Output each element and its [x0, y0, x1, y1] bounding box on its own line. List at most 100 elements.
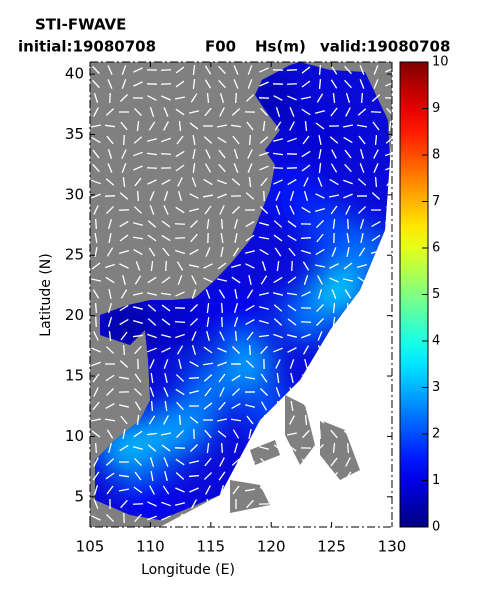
wind-barb — [286, 69, 298, 71]
wind-barb — [344, 149, 352, 159]
wind-barb — [315, 193, 325, 199]
wind-barb — [206, 218, 210, 230]
wind-barb — [258, 306, 270, 310]
wind-barb — [192, 162, 196, 174]
wind-barb — [248, 134, 252, 146]
wind-barb — [287, 220, 297, 228]
wind-barb — [385, 137, 392, 144]
wind-barb — [372, 499, 380, 509]
wind-barb — [189, 318, 199, 326]
wind-barb — [276, 260, 280, 272]
wind-barb — [359, 149, 365, 159]
wind-barb — [259, 136, 269, 144]
wind-barb — [147, 515, 157, 521]
wind-barb — [133, 430, 143, 438]
wind-barb — [276, 470, 280, 482]
wind-barb — [94, 246, 98, 258]
wind-barb — [174, 96, 186, 100]
wind-barb — [106, 206, 114, 214]
wind-barb — [188, 460, 200, 464]
wind-barb — [316, 93, 324, 103]
wind-barb — [384, 97, 392, 99]
wind-barb — [287, 234, 297, 242]
wind-barb — [272, 138, 284, 142]
wind-barb — [175, 80, 185, 88]
wind-barb — [188, 264, 200, 268]
wind-barb — [318, 148, 322, 160]
wind-barb — [192, 78, 196, 90]
wind-barb — [356, 418, 368, 422]
wind-barb — [301, 458, 311, 466]
wind-barb — [146, 292, 158, 296]
wind-barb — [176, 513, 184, 523]
wind-barb — [386, 205, 392, 213]
wind-barb — [261, 261, 267, 271]
wind-barb — [371, 319, 381, 325]
subtitle-initial: initial:19080708 — [18, 38, 156, 56]
wind-barb — [161, 137, 171, 143]
wind-barb — [371, 404, 381, 408]
wind-barb — [205, 289, 211, 299]
wind-barb — [388, 414, 392, 426]
wind-barb — [346, 232, 350, 244]
wind-barb — [371, 444, 381, 452]
wind-barb — [373, 65, 379, 75]
wind-barb — [123, 134, 125, 146]
wind-barb — [150, 400, 154, 412]
wind-barb — [286, 83, 298, 85]
wind-barb — [273, 333, 283, 339]
wind-barb — [107, 65, 113, 75]
wind-barb — [289, 191, 295, 201]
wind-barb — [342, 418, 354, 422]
wind-barb — [359, 79, 365, 89]
wind-barb — [132, 292, 144, 296]
wind-barb — [372, 415, 380, 425]
wind-barb — [119, 192, 129, 200]
wind-barb — [108, 443, 112, 453]
wind-barb — [148, 415, 156, 425]
wind-barb — [385, 431, 392, 438]
wind-barb — [203, 178, 213, 186]
wind-barb — [301, 333, 311, 339]
wind-barb — [161, 178, 171, 186]
wind-barb — [301, 80, 311, 88]
wind-barb — [232, 513, 240, 523]
wind-barb — [344, 471, 352, 481]
wind-barb — [121, 163, 127, 173]
wind-barb — [272, 292, 284, 296]
wind-barb — [119, 304, 129, 312]
wind-barb — [118, 474, 130, 478]
wind-barb — [146, 152, 158, 156]
wind-barb — [287, 347, 297, 353]
wind-barb — [245, 304, 255, 312]
wind-barb — [189, 416, 199, 424]
wind-barb — [329, 472, 339, 480]
wind-barb — [136, 120, 140, 132]
wind-barb — [160, 432, 172, 436]
wind-barb — [385, 68, 392, 73]
wind-barb — [371, 234, 381, 242]
wind-barb — [161, 515, 171, 521]
wind-barb — [317, 177, 323, 187]
wave-height-cell — [148, 301, 201, 354]
wind-barb — [332, 498, 336, 510]
wind-barb — [302, 261, 310, 271]
wind-barb — [204, 65, 212, 75]
wind-barb — [164, 470, 168, 482]
wind-barb — [91, 515, 101, 521]
wind-barb — [217, 361, 227, 367]
wind-barb — [105, 472, 115, 480]
wind-barb — [302, 345, 310, 355]
wind-barb — [92, 149, 100, 159]
wind-barb — [343, 262, 353, 270]
wind-barb — [246, 415, 254, 425]
wind-barb — [385, 248, 392, 254]
wind-barb — [287, 276, 297, 284]
wind-barb — [106, 135, 114, 145]
wind-barb — [332, 442, 336, 454]
wind-barb — [330, 429, 338, 439]
wind-barb — [259, 206, 269, 214]
wind-barb — [259, 319, 269, 325]
wind-barb — [161, 95, 171, 101]
wind-barb — [205, 247, 211, 257]
